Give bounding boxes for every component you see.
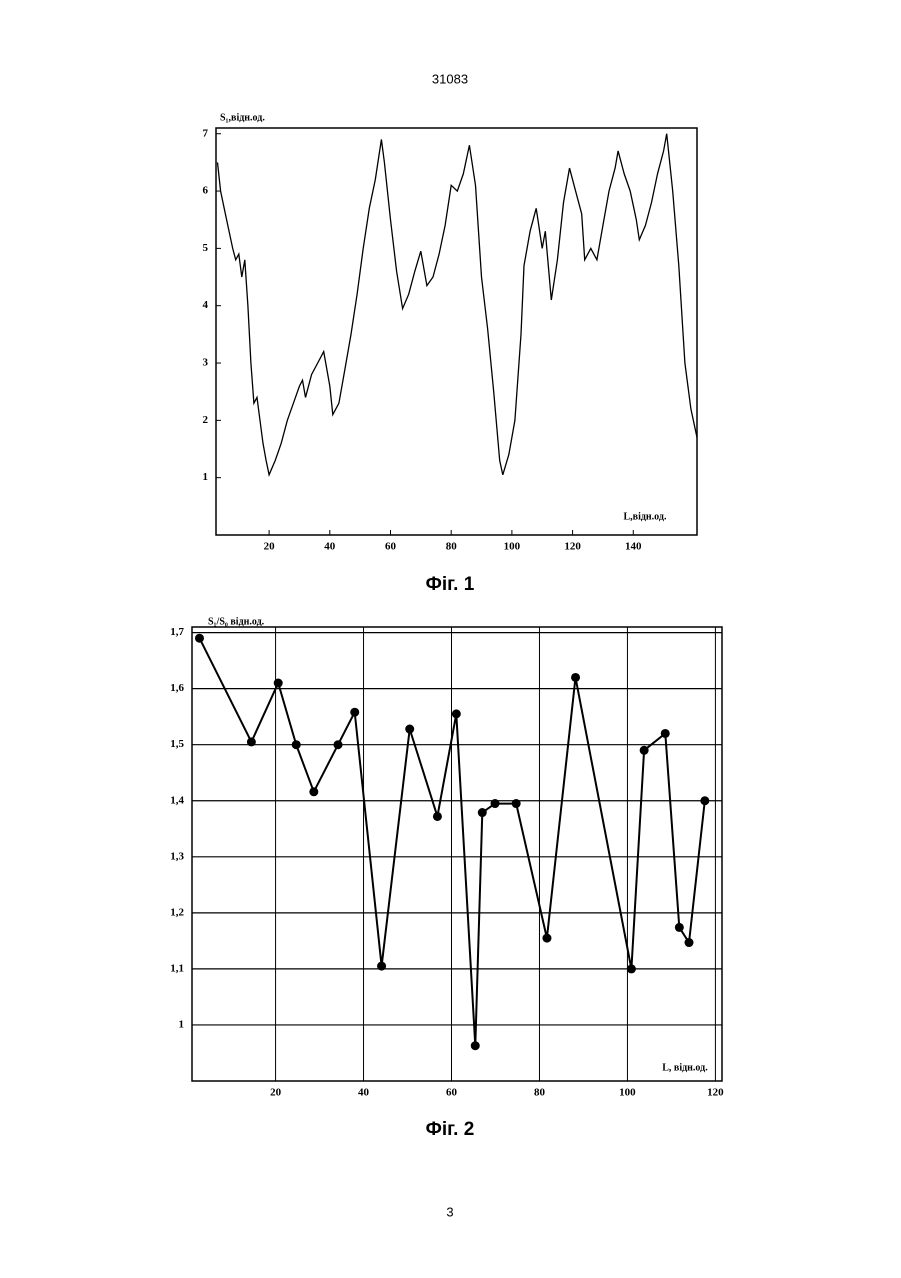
data-point <box>640 746 649 755</box>
data-point <box>274 679 283 688</box>
x-tick-label: 80 <box>446 541 458 553</box>
y-tick-label: 1,1 <box>170 962 184 974</box>
data-point <box>309 787 318 796</box>
y-tick-label: 2 <box>203 414 209 426</box>
x-tick-label: 120 <box>564 541 581 553</box>
data-point <box>478 808 487 817</box>
data-point <box>452 709 461 718</box>
data-point <box>627 964 636 973</box>
y-tick-label: 4 <box>203 299 209 311</box>
y-axis-label: S₁/S₀ відн.од. <box>208 616 265 627</box>
y-tick-label: 1 <box>203 471 209 483</box>
data-point <box>685 938 694 947</box>
y-tick-label: 5 <box>203 242 209 254</box>
x-tick-label: 140 <box>625 541 642 553</box>
page-header: 31083 <box>432 71 468 86</box>
data-line <box>218 134 698 475</box>
page: 31083 3 123456720406080100120140S₁,відн.… <box>0 0 901 1278</box>
y-tick-label: 1 <box>179 1018 185 1030</box>
x-tick-label: 100 <box>619 1087 636 1099</box>
x-tick-label: 120 <box>707 1087 724 1099</box>
data-point <box>700 796 709 805</box>
plot-frame <box>192 627 722 1081</box>
data-point <box>675 923 684 932</box>
x-tick-label: 60 <box>446 1087 458 1099</box>
y-tick-label: 1,6 <box>170 682 184 694</box>
y-tick-label: 1,4 <box>170 794 184 806</box>
y-tick-label: 1,5 <box>170 738 184 750</box>
x-tick-label: 100 <box>504 541 521 553</box>
y-tick-label: 6 <box>203 185 209 197</box>
data-point <box>405 725 414 734</box>
data-point <box>433 812 442 821</box>
data-point <box>571 673 580 682</box>
data-point <box>471 1041 480 1050</box>
y-tick-label: 7 <box>203 127 209 139</box>
figure-caption: Фіг. 1 <box>426 574 475 595</box>
data-point <box>491 799 500 808</box>
x-tick-label: 80 <box>534 1087 546 1099</box>
y-axis-label: S₁,відн.од. <box>220 112 265 123</box>
x-tick-label: 40 <box>324 541 336 553</box>
data-point <box>195 634 204 643</box>
data-point <box>542 934 551 943</box>
y-tick-label: 1,7 <box>170 626 184 638</box>
plot-frame <box>216 128 697 535</box>
x-tick-label: 60 <box>385 541 397 553</box>
document: 31083 3 123456720406080100120140S₁,відн.… <box>0 0 901 1273</box>
data-point <box>350 708 359 717</box>
x-axis-label: L,відн.од. <box>624 511 667 522</box>
data-point <box>377 962 386 971</box>
data-point <box>512 799 521 808</box>
figure-caption: Фіг. 2 <box>426 1119 475 1140</box>
x-axis-label: L, відн.од. <box>662 1062 708 1073</box>
x-tick-label: 20 <box>264 541 276 553</box>
data-point <box>292 740 301 749</box>
x-tick-label: 20 <box>270 1087 282 1099</box>
data-point <box>247 737 256 746</box>
data-point <box>661 729 670 738</box>
y-tick-label: 1,2 <box>170 906 184 918</box>
y-tick-label: 1,3 <box>170 850 184 862</box>
x-tick-label: 40 <box>358 1087 370 1099</box>
y-tick-label: 3 <box>203 357 209 369</box>
data-point <box>334 740 343 749</box>
page-number: 3 <box>446 1204 453 1219</box>
